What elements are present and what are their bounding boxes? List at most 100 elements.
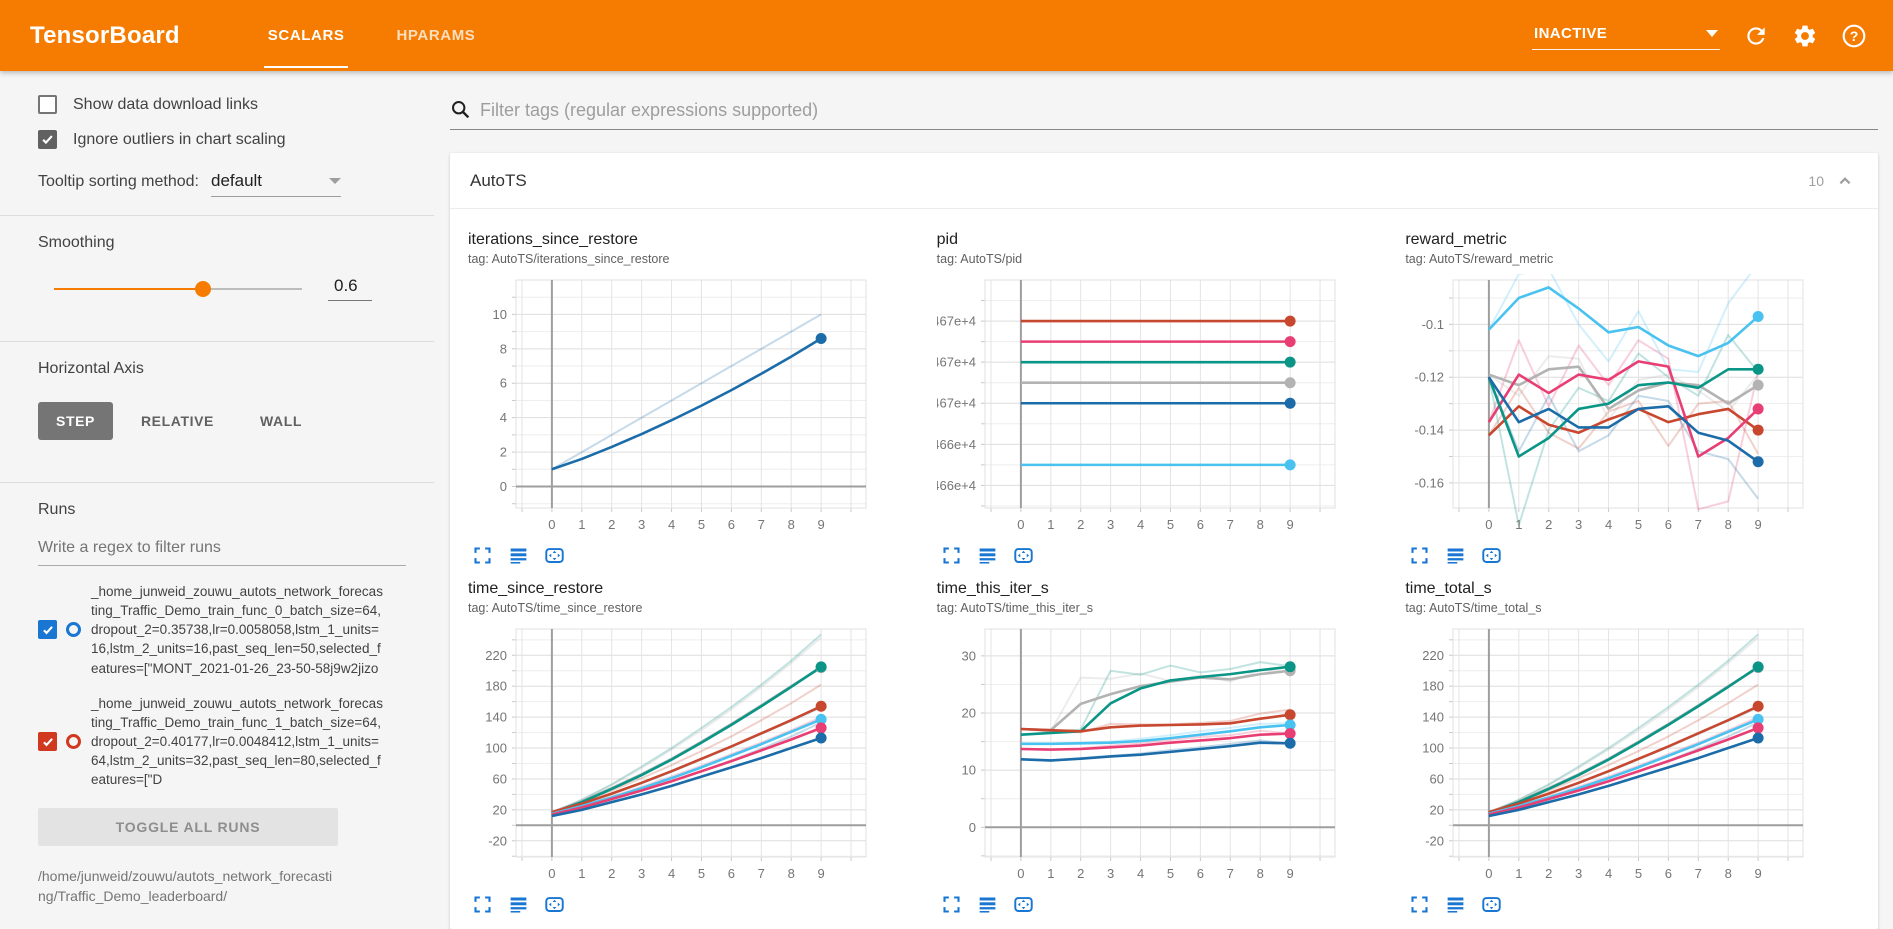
series-line-cyan [1020,723,1290,746]
smoothing-slider[interactable] [54,280,302,297]
x-tick-label: 1 [1516,866,1523,881]
data-series-icon[interactable] [977,894,998,915]
fullscreen-icon[interactable] [472,545,493,566]
series-endpoint-pink [1284,336,1296,348]
x-tick-label: 5 [1635,517,1642,532]
section-chart-count: 10 [1808,172,1824,189]
checkbox-checked-icon[interactable] [38,130,57,149]
chart-plot-area[interactable]: -20 20 60 100 140 180 220 0 1 2 3 4 5 6 7 8 9 [468,623,878,887]
x-tick-label: 8 [788,517,795,532]
fit-domain-icon[interactable] [544,545,565,566]
axis-button-relative[interactable]: RELATIVE [140,413,214,429]
fullscreen-icon[interactable] [1409,894,1430,915]
runs-filter-input[interactable] [38,533,406,566]
tab-hparams[interactable]: HPARAMS [372,0,499,71]
series-endpoint-red [1284,709,1296,721]
help-button[interactable]: ? [1840,22,1867,49]
x-tick-label: 5 [1167,517,1174,532]
x-tick-label: 9 [1286,517,1293,532]
x-tick-label: 7 [1226,517,1233,532]
y-tick-label: 140 [485,710,507,725]
y-tick-label: 20 [1430,802,1444,817]
sidebar-smoothing-section: Smoothing 0.6 [0,234,434,341]
search-icon [452,101,470,119]
x-tick-label: 8 [1256,866,1263,881]
settings-checkbox-row[interactable]: Ignore outliers in chart scaling [38,130,406,149]
y-tick-label: 6 [500,376,507,391]
series-raw-red [1488,386,1760,455]
series-line-red [551,705,822,814]
run-selectors [38,620,81,640]
chart-tag: tag: AutoTS/time_since_restore [468,601,643,615]
tab-scalars[interactable]: SCALARS [240,0,373,71]
chart-plot-area[interactable]: 0 2 4 6 8 10 0 1 2 3 4 5 6 7 8 9 [468,274,878,538]
fit-domain-icon[interactable] [1481,545,1502,566]
y-tick-label: 0 [968,820,975,835]
run-checkbox[interactable] [38,732,57,752]
x-tick-label: 1 [1516,517,1523,532]
section-header[interactable]: AutoTS 10 [450,153,1878,209]
x-tick-label: 3 [1107,517,1114,532]
series-endpoint-blue [815,732,827,744]
series-endpoint-cyan [1752,310,1764,322]
series-endpoint-teal [1752,363,1764,375]
x-tick-label: 3 [638,866,645,881]
data-series-icon[interactable] [508,894,529,915]
run-checkbox[interactable] [38,620,57,640]
series-line-teal [551,665,822,815]
fit-domain-icon[interactable] [1013,894,1034,915]
toggle-all-runs-button[interactable]: TOGGLE ALL RUNS [38,807,338,846]
x-tick-label: 2 [1545,517,1552,532]
series-line-red [1020,713,1290,733]
fullscreen-icon[interactable] [1409,545,1430,566]
series-line-gray [1488,365,1760,411]
data-series-icon[interactable] [508,545,529,566]
y-tick-label: 4 [500,410,507,425]
chart-card-time_this_iter_s: time_this_iter_s tag: AutoTS/time_this_it… [937,580,1406,915]
fullscreen-icon[interactable] [941,894,962,915]
checkbox-unchecked-icon[interactable] [38,95,57,114]
y-tick-label: -0.12 [1415,370,1445,385]
axis-button-step[interactable]: STEP [38,402,113,440]
series-endpoint-red [1752,424,1764,436]
x-tick-label: 5 [1635,866,1642,881]
slider-handle[interactable] [194,280,211,297]
tooltip-sorting-dropdown[interactable]: default [210,171,341,197]
settings-button[interactable] [1791,22,1818,49]
refresh-button[interactable] [1742,22,1769,49]
run-radio[interactable] [66,734,81,750]
series-line-cyan [1488,718,1759,815]
run-radio[interactable] [66,622,81,638]
fit-domain-icon[interactable] [544,894,565,915]
x-tick-label: 1 [578,866,585,881]
data-series-icon[interactable] [1445,894,1466,915]
x-tick-label: 3 [1575,866,1582,881]
tag-filter-input[interactable] [480,99,1878,121]
axis-button-wall[interactable]: WALL [259,413,303,429]
x-tick-label: 4 [1137,866,1144,881]
settings-checkbox-row[interactable]: Show data download links [38,95,406,114]
chart-tag: tag: AutoTS/time_total_s [1405,601,1542,615]
data-series-icon[interactable] [977,545,998,566]
fit-domain-icon[interactable] [1013,545,1034,566]
x-tick-label: 8 [1256,517,1263,532]
series-endpoint-gray [1284,377,1296,389]
smoothing-value[interactable]: 0.6 [328,276,372,301]
series-endpoint-teal [1284,356,1296,368]
fullscreen-icon[interactable] [941,545,962,566]
fullscreen-icon[interactable] [472,894,493,915]
fit-domain-icon[interactable] [1481,894,1502,915]
status-dropdown[interactable]: INACTIVE [1532,21,1720,50]
chart-plot-area[interactable]: 0 10 20 30 0 1 2 3 4 5 6 7 8 9 [937,623,1347,887]
x-tick-label: 6 [1196,517,1203,532]
svg-text:?: ? [1849,27,1858,43]
run-list-item[interactable]: _home_junweid_zouwu_autots_network_forec… [38,694,406,790]
run-list-item[interactable]: _home_junweid_zouwu_autots_network_forec… [38,582,406,678]
chart-plot-area[interactable]: -20 20 60 100 140 180 220 0 1 2 3 4 5 6 7 8 9 [1405,623,1815,887]
data-series-icon[interactable] [1445,545,1466,566]
chart-toolbar [1409,545,1874,566]
charts-grid: iterations_since_restore tag: AutoTS/iter… [450,209,1878,915]
chart-plot-area[interactable]: -0.1 -0.12 -0.14 -0.16 0 1 2 3 4 5 6 7 8 9 [1405,263,1815,538]
